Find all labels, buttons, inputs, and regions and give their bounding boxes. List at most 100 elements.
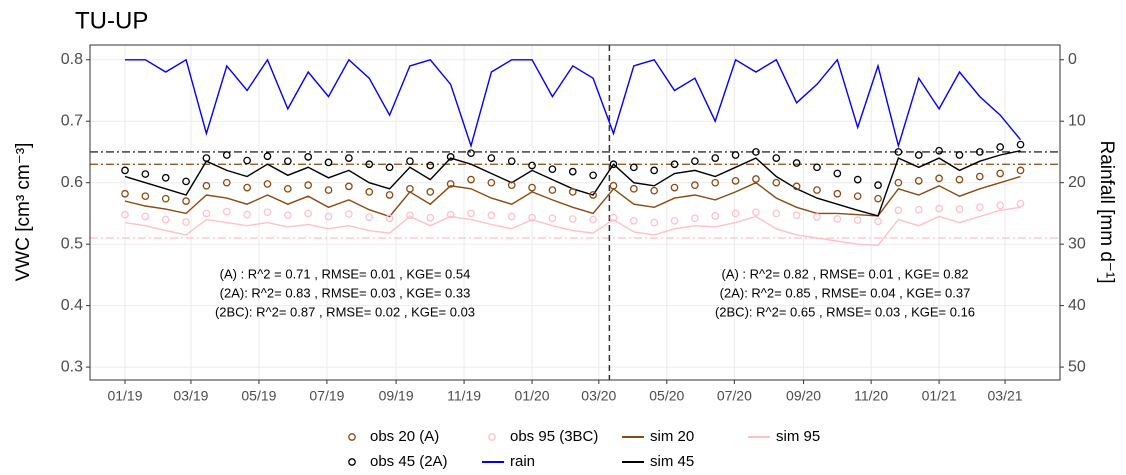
data-point [385,191,394,199]
plot-background [90,45,1060,380]
data-point [507,157,516,166]
data-point [955,175,964,184]
x-tick-label: 05/19 [241,388,276,404]
data-point [222,178,231,187]
data-point [711,212,720,220]
data-point [691,214,699,223]
data-point [568,188,577,196]
annotation: (2A): R^2= 0.85 , RMSE= 0.04 , KGE= 0.37 [720,285,971,300]
data-point [365,160,374,169]
data-point [975,203,984,212]
legend-label: sim 95 [776,428,820,445]
data-point [955,151,964,159]
data-point [670,160,679,169]
data-point [121,210,129,219]
data-point [711,154,720,162]
legend-label: obs 95 (3BC) [510,428,598,445]
data-point [507,212,516,221]
data-point [324,186,333,194]
y-tick-label: 0.5 [61,235,83,252]
data-point [548,214,557,223]
data-point [752,175,760,183]
data-point [874,181,882,189]
data-point [263,152,272,161]
data-point [935,204,943,213]
data-point [1016,140,1025,149]
y-tick-label: 0.4 [61,297,83,314]
data-point [853,192,862,201]
data-point [792,159,801,167]
annotation: (A) : R^2 = 0.71 , RMSE= 0.01 , KGE= 0.5… [220,266,471,281]
data-point [548,186,557,194]
annotation: (2BC): R^2= 0.65 , RMSE= 0.03 , KGE= 0.1… [715,304,975,319]
data-point [975,148,984,156]
data-point [182,177,190,186]
data-point [304,153,313,161]
x-tick-label: 09/20 [786,388,821,404]
x-tick-label: 01/20 [515,388,550,404]
legend-label: obs 20 (A) [370,428,439,445]
x-tick-label: 03/21 [988,388,1023,404]
y2-tick-label: 10 [1068,112,1086,129]
data-point [711,178,720,187]
data-point [324,158,333,167]
data-point [426,161,435,170]
data-point [731,209,740,218]
data-point [752,148,760,156]
data-point [263,208,272,217]
data-point [894,178,903,187]
data-point [894,148,903,156]
data-point [609,213,618,222]
data-point [609,181,618,190]
y2-tick-label: 20 [1068,174,1086,191]
data-point [813,186,821,194]
y-axis-label: VWC [cm³ cm⁻³] [13,143,34,282]
data-point [996,201,1005,210]
data-point [772,209,781,218]
data-point [283,157,292,166]
legend-label: rain [510,453,535,470]
data-point [853,175,862,184]
data-point [528,161,536,170]
data-point [589,191,597,199]
data-point [589,171,597,180]
legend-key [348,458,356,466]
annotation: (2A): R^2= 0.83 , RMSE= 0.03 , KGE= 0.33 [220,285,471,300]
data-point [161,215,170,224]
y2-axis-label: Rainfall [mm d⁻¹] [1096,140,1117,283]
data-point [385,163,394,172]
data-point [955,205,964,213]
data-point [304,209,313,218]
x-tick-label: 01/19 [107,388,142,404]
x-tick-label: 11/20 [854,388,888,404]
y2-tick-label: 40 [1068,297,1086,314]
data-point [833,215,842,223]
y-tick-label: 0.3 [61,358,83,375]
data-point [446,153,455,161]
legend-key [488,433,496,441]
data-point [650,186,659,195]
data-point [752,208,760,217]
data-point [914,176,923,185]
data-point [202,181,211,190]
data-point [243,210,251,219]
data-point [345,182,353,191]
legend-label: sim 20 [650,428,694,445]
data-point [426,213,435,222]
data-point [426,188,435,196]
data-point [1016,166,1025,175]
data-point [813,213,821,221]
data-point [650,166,659,175]
x-tick-label: 05/20 [649,388,684,404]
data-point [629,163,638,172]
data-point [222,207,231,216]
data-point [406,211,414,220]
data-point [385,214,394,223]
data-point [345,210,353,218]
data-point [772,154,781,162]
data-line [124,206,1021,247]
data-point [528,183,536,192]
x-tick-label: 09/19 [379,388,414,404]
data-point [833,169,842,178]
